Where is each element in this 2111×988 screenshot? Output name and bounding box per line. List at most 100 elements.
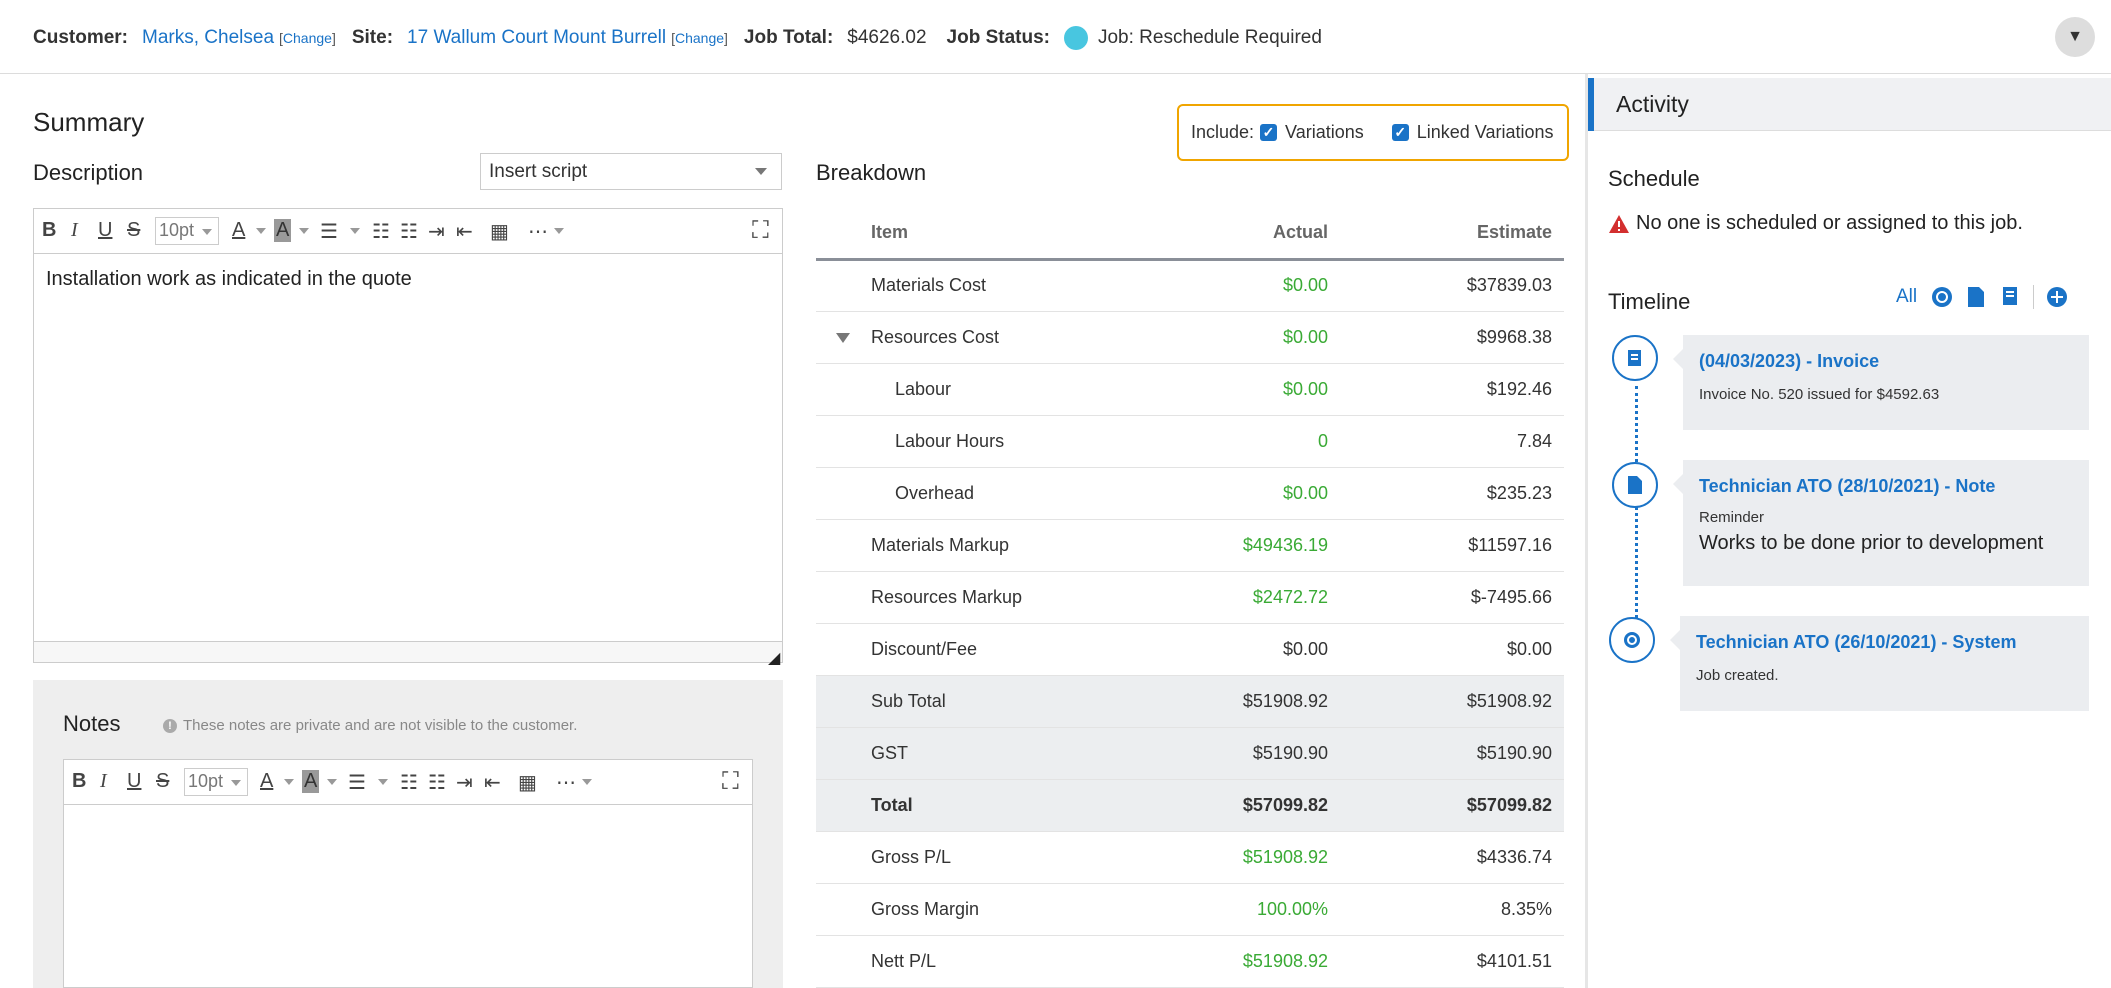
fullscreen-icon[interactable]: ⛶ (752, 217, 769, 244)
row-estimate: $11597.16 (1329, 519, 1564, 572)
row-estimate: 7.84 (1329, 415, 1564, 468)
schedule-message: No one is scheduled or assigned to this … (1608, 212, 2023, 235)
filter-invoice-icon[interactable] (1999, 286, 2021, 308)
underline-icon[interactable]: U (127, 770, 142, 792)
filter-note-icon[interactable] (1967, 286, 1985, 308)
fullscreen-icon[interactable]: ⛶ (722, 768, 739, 795)
font-size-select[interactable]: 10pt (155, 217, 219, 245)
highlight-caret-icon[interactable] (299, 228, 309, 234)
row-item: GST (870, 727, 1129, 780)
align-icon[interactable]: ☰ (320, 221, 338, 243)
outdent-icon[interactable]: ⇤ (456, 221, 473, 243)
outdent-icon[interactable]: ⇤ (484, 772, 501, 794)
row-item: Materials Markup (870, 519, 1129, 572)
row-item: Nett P/L (870, 935, 1129, 988)
activity-title: Activity (1616, 91, 1689, 117)
site-change-link[interactable]: Change (674, 30, 725, 46)
column-item: Item (870, 207, 1129, 261)
italic-icon[interactable]: I (71, 219, 78, 241)
notes-editor: B I U S 10pt A A ☰ ☷ ☷ ⇥ ⇤ ▦ ⋯ ⛶ (63, 759, 753, 988)
collapse-toggle-icon[interactable] (836, 332, 850, 343)
underline-icon[interactable]: U (98, 219, 113, 241)
font-size-select[interactable]: 10pt (184, 768, 248, 796)
table-header: Item Actual Estimate (816, 207, 1564, 261)
indent-icon[interactable]: ⇥ (456, 772, 473, 794)
header-menu-button[interactable]: ▼ (2055, 17, 2095, 57)
row-actual: $51908.92 (1129, 831, 1329, 884)
strikethrough-icon[interactable]: S (156, 770, 170, 792)
more-icon[interactable]: ⋯ (528, 221, 548, 243)
bold-icon[interactable]: B (72, 770, 87, 792)
customer-label: Customer: (33, 27, 129, 48)
filter-system-icon[interactable] (1931, 286, 1953, 308)
timeline-title: Timeline (1608, 289, 1691, 314)
align-icon[interactable]: ☰ (348, 772, 366, 794)
indent-icon[interactable]: ⇥ (428, 221, 445, 243)
column-estimate: Estimate (1329, 207, 1564, 261)
linked-variations-checkbox[interactable]: ✓ (1391, 124, 1409, 141)
notes-hint-text: These notes are private and are not visi… (183, 717, 578, 734)
notes-toolbar: B I U S 10pt A A ☰ ☷ ☷ ⇥ ⇤ ▦ ⋯ ⛶ (64, 760, 752, 805)
row-estimate: $192.46 (1329, 363, 1564, 416)
summary-title: Summary (33, 107, 145, 137)
numbered-list-icon[interactable]: ☷ (400, 221, 418, 243)
add-icon[interactable] (2046, 286, 2068, 308)
timeline-entry[interactable]: Technician ATO (26/10/2021) - System Job… (1670, 616, 2089, 711)
row-estimate: $4336.74 (1329, 831, 1564, 884)
align-caret-icon[interactable] (378, 779, 388, 785)
description-text[interactable]: Installation work as indicated in the qu… (46, 268, 412, 290)
timeline-entry-sub: Reminder (1699, 509, 1765, 526)
text-color-caret-icon[interactable] (256, 228, 266, 234)
row-actual: $51908.92 (1129, 675, 1329, 728)
timeline-entry-body: Works to be done prior to development (1699, 532, 2044, 554)
table-row: Labour $0.00 $192.46 (816, 363, 1564, 416)
more-caret-icon[interactable] (554, 228, 564, 234)
row-actual: $51908.92 (1129, 935, 1329, 988)
timeline-entry[interactable]: (04/03/2023) - Invoice Invoice No. 520 i… (1673, 335, 2089, 430)
resize-handle-icon[interactable]: ◢ (768, 650, 781, 667)
filter-all[interactable]: All (1896, 286, 1918, 307)
insert-script-select[interactable]: Insert script (480, 153, 782, 190)
bold-icon[interactable]: B (42, 219, 57, 241)
timeline-entry-title[interactable]: Technician ATO (28/10/2021) - Note (1699, 476, 1996, 496)
highlight-caret-icon[interactable] (327, 779, 337, 785)
text-color-caret-icon[interactable] (284, 779, 294, 785)
highlight-color-icon[interactable]: A (274, 219, 292, 242)
table-row: Gross P/L $51908.92 $4336.74 (816, 831, 1564, 884)
variations-checkbox[interactable]: ✓ (1260, 124, 1278, 141)
customer-link[interactable]: Marks, Chelsea (142, 27, 275, 48)
row-item: Overhead (870, 467, 1129, 520)
bullet-list-icon[interactable]: ☷ (372, 221, 390, 243)
more-caret-icon[interactable] (582, 779, 592, 785)
site-link[interactable]: 17 Wallum Court Mount Burrell (407, 27, 667, 48)
customer-change: [Change] (279, 30, 336, 46)
font-size-caret-icon (231, 780, 241, 786)
text-color-icon[interactable]: A (260, 770, 274, 792)
timeline-entry-sub: Job created. (1696, 667, 1779, 684)
system-gear-icon (1624, 632, 1640, 648)
linked-variations-label: Linked Variations (1416, 122, 1554, 142)
font-size-value: 10pt (159, 220, 195, 240)
strikethrough-icon[interactable]: S (127, 219, 141, 241)
timeline-entry-title[interactable]: (04/03/2023) - Invoice (1699, 351, 1880, 371)
table-row: Resources Markup $2472.72 $-7495.66 (816, 571, 1564, 624)
timeline-entry-title[interactable]: Technician ATO (26/10/2021) - System (1696, 632, 2017, 652)
schedule-message-text: No one is scheduled or assigned to this … (1636, 212, 2023, 234)
table-icon[interactable]: ▦ (518, 772, 537, 794)
highlight-color-icon[interactable]: A (302, 770, 320, 793)
table-icon[interactable]: ▦ (490, 221, 509, 243)
notes-text[interactable] (64, 805, 752, 833)
timeline-entry[interactable]: Technician ATO (28/10/2021) - Note Remin… (1673, 460, 2089, 586)
job-status-label: Job Status: (946, 27, 1050, 48)
row-estimate: $4101.51 (1329, 935, 1564, 988)
job-status-value: Job: Reschedule Required (1097, 27, 1322, 48)
align-caret-icon[interactable] (350, 228, 360, 234)
numbered-list-icon[interactable]: ☷ (428, 772, 446, 794)
customer-change-link[interactable]: Change (282, 30, 332, 46)
timeline-node (1612, 335, 1658, 381)
more-icon[interactable]: ⋯ (556, 772, 576, 794)
italic-icon[interactable]: I (100, 770, 107, 792)
chevron-down-icon: ▼ (2067, 28, 2083, 45)
bullet-list-icon[interactable]: ☷ (400, 772, 418, 794)
text-color-icon[interactable]: A (232, 219, 246, 241)
